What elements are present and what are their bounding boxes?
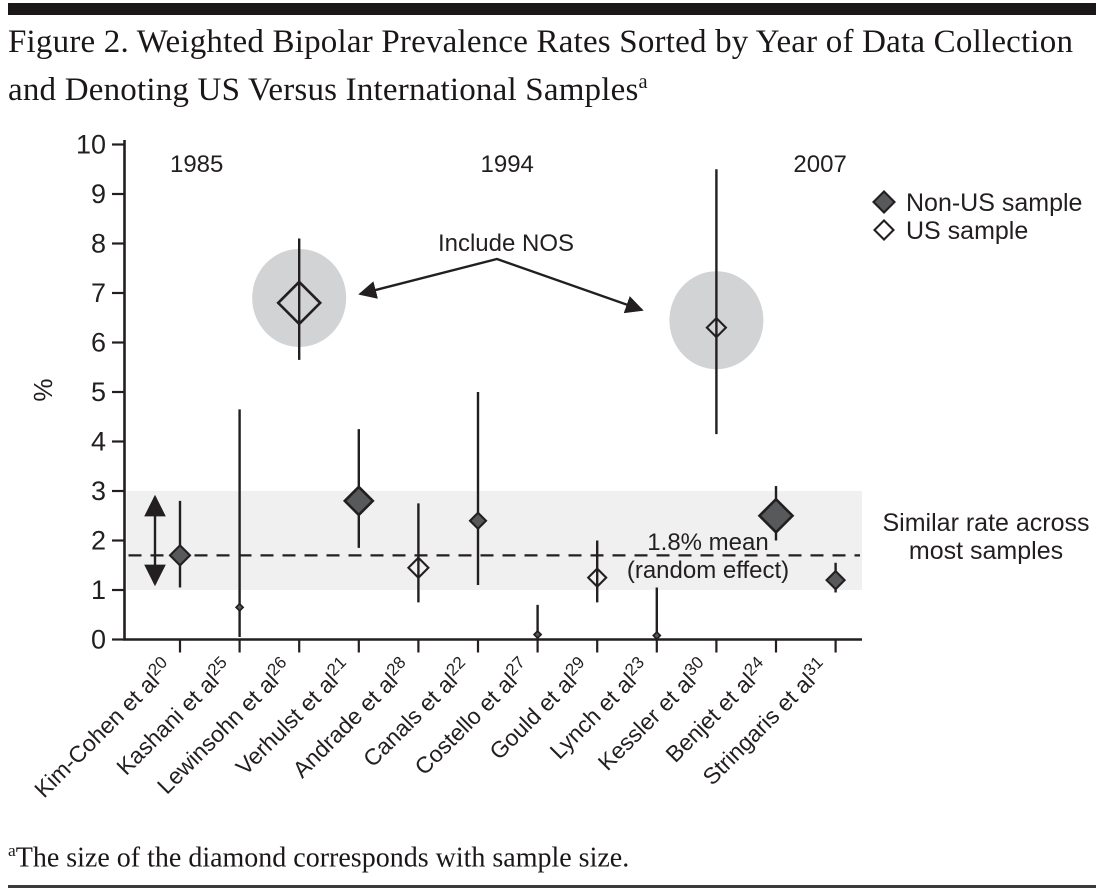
band-note-line2: most samples xyxy=(909,537,1063,565)
top-rule xyxy=(8,3,1096,15)
y-tick-label: 6 xyxy=(91,328,106,358)
filled-diamond-icon xyxy=(872,190,896,214)
mean-label-line1: 1.8% mean xyxy=(647,529,768,556)
y-tick-label: 8 xyxy=(91,229,106,259)
study-marker-canals-et-al xyxy=(468,392,488,586)
y-tick-label: 3 xyxy=(91,476,106,506)
year-label: 1985 xyxy=(170,151,223,178)
y-axis-label: % xyxy=(28,378,58,401)
bottom-rule xyxy=(8,885,1096,888)
study-marker-costello-et-al xyxy=(532,604,543,640)
y-tick-label: 1 xyxy=(91,575,106,605)
study-marker-lynch-et-al xyxy=(652,587,662,641)
filled-diamond-point xyxy=(342,485,375,517)
legend-item-filled-diamond xyxy=(872,190,896,214)
footnote: aThe size of the diamond corresponds wit… xyxy=(8,841,629,874)
year-label: 1994 xyxy=(481,151,534,178)
legend-label: US sample xyxy=(906,217,1028,245)
filled-diamond-point xyxy=(468,511,488,531)
filled-diamond-point xyxy=(652,630,662,641)
study-marker-stringaris-et-al xyxy=(825,562,847,593)
open-diamond-point xyxy=(406,556,430,580)
study-marker-lewinsohn-et-al xyxy=(276,238,323,360)
study-marker-andrade-et-al xyxy=(406,503,430,603)
figure-title-text: Figure 2. Weighted Bipolar Prevalence Ra… xyxy=(8,24,1074,108)
filled-diamond-point xyxy=(757,497,795,535)
study-marker-kim-cohen-et-al xyxy=(168,500,192,588)
y-tick-label: 7 xyxy=(91,278,106,308)
similar-rate-band xyxy=(126,491,862,590)
include-nos-label: Include NOS xyxy=(438,230,574,257)
open-diamond-point xyxy=(586,567,608,589)
mean-label-line2: (random effect) xyxy=(627,557,789,584)
figure-title-superscript: a xyxy=(638,71,648,93)
filled-diamond-point xyxy=(825,569,847,591)
study-marker-kessler-et-al xyxy=(705,169,728,435)
y-tick-label: 5 xyxy=(91,377,106,407)
y-tick-label: 2 xyxy=(91,526,106,556)
figure-title: Figure 2. Weighted Bipolar Prevalence Ra… xyxy=(8,22,1098,110)
y-tick-label: 4 xyxy=(91,427,106,457)
y-tick-label: 0 xyxy=(91,625,106,655)
filled-diamond-point xyxy=(532,629,543,640)
y-tick-label: 10 xyxy=(76,130,106,160)
study-marker-gould-et-al xyxy=(586,540,608,603)
open-diamond-point xyxy=(705,316,728,339)
study-marker-benjet-et-al xyxy=(757,486,795,541)
open-diamond-icon xyxy=(873,219,895,241)
footnote-superscript: a xyxy=(8,841,16,860)
footnote-text: The size of the diamond corresponds with… xyxy=(15,842,630,874)
include-nos-arrows xyxy=(358,257,644,314)
band-note-line1: Similar rate across xyxy=(883,509,1090,537)
filled-diamond-point xyxy=(168,543,192,567)
y-tick-label: 9 xyxy=(91,179,106,209)
study-marker-kashani-et-al xyxy=(234,409,245,638)
study-marker-verhulst-et-al xyxy=(342,429,375,548)
filled-diamond-point xyxy=(234,602,245,613)
legend-label: Non-US sample xyxy=(906,189,1082,217)
legend-item-open-diamond xyxy=(873,219,895,241)
year-label: 2007 xyxy=(793,151,846,178)
open-diamond-point xyxy=(276,280,323,326)
